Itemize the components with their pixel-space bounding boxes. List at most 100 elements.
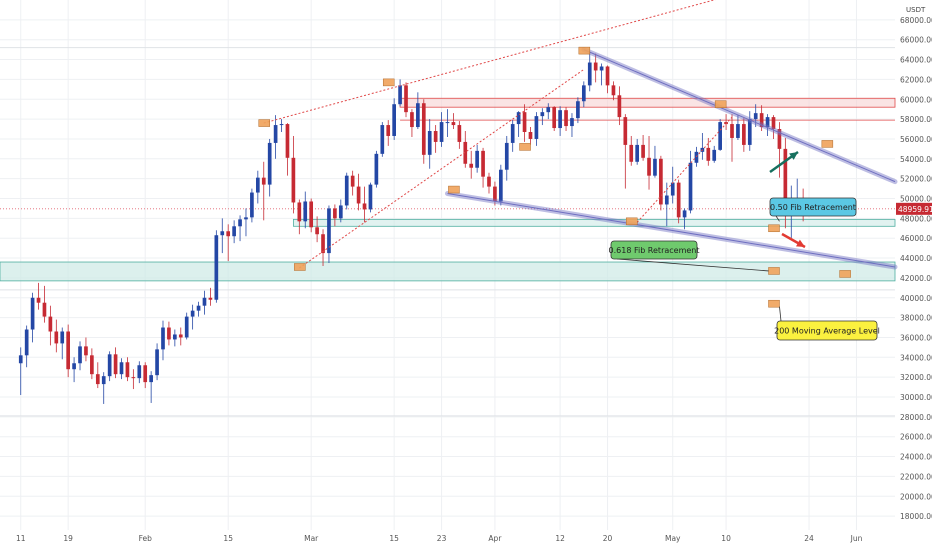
green-arrow [769,150,799,174]
candle-body [439,122,444,142]
candle [155,343,159,381]
candle-body [167,327,171,340]
candle [149,371,153,403]
x-tick-label: 15 [223,534,233,543]
candle [297,199,302,235]
candle [682,208,687,230]
candle-body [60,331,65,344]
candle [184,312,189,340]
candle [84,337,88,362]
candle [653,145,657,178]
y-tick-label: 40000.00 [900,294,932,303]
candle [469,150,474,179]
y-tick-label: 34000.00 [900,353,932,362]
candle [765,114,770,136]
candle-body [184,316,189,338]
pivot-marker [839,270,851,278]
candle [344,172,349,210]
candle [214,230,219,303]
y-tick-label: 36000.00 [900,333,932,342]
candle [178,327,183,346]
y-tick-label: 56000.00 [900,135,932,144]
candle-body [309,201,314,228]
candle [196,301,201,317]
candle [362,186,367,223]
label-fib-618: 0.618 Fib Retracement [609,240,769,272]
candle [504,135,509,181]
pivot-marker [294,263,306,271]
pivot-marker [768,224,780,233]
candle-body [362,203,367,210]
candle-body [202,297,207,306]
candle-body [137,365,142,379]
candle-body [220,231,225,236]
x-tick-label: 19 [63,534,73,543]
drawings [258,0,898,308]
candle [546,103,551,120]
candle-body [777,129,782,149]
candle [641,134,645,161]
candle-body [131,377,136,379]
candle-body [36,297,41,303]
candle [617,86,622,126]
candle-body [718,122,722,150]
candle-body [694,151,699,163]
candle [250,188,254,223]
candle-body [238,219,242,227]
candle [291,135,296,214]
candle-body [107,354,112,377]
candle [356,173,361,211]
candle [226,224,231,262]
trendline-recent [636,116,733,223]
y-tick-label: 20000.00 [900,492,932,501]
candle [24,325,29,368]
candle [202,290,207,315]
x-tick-label: 15 [389,534,399,543]
candle [736,115,740,140]
candles [18,51,805,404]
candle-body [629,144,634,162]
candle [611,81,616,101]
candle-body [688,162,693,211]
candle [777,122,782,178]
zones [0,97,896,282]
candle-body [528,132,533,139]
candle-body [327,208,331,254]
candle [664,182,669,227]
candle [427,119,432,169]
candle-body [611,85,616,96]
axes: 18000.00 20000.00 22000.00 24000.00 26000.00… [16,16,932,543]
y-tick-label: 24000.00 [900,453,932,462]
candle [753,104,758,128]
candle-body [374,153,379,185]
candle [629,135,634,166]
candle [190,304,195,330]
channel-upper-core [583,49,896,183]
candle-body [469,163,474,168]
candle [599,63,604,86]
candle-body [481,150,485,177]
candle-body [255,177,260,193]
candle-body [463,141,468,164]
candle-body [605,66,610,86]
candle [350,170,355,196]
candle [552,106,557,132]
candle-body [119,362,124,375]
x-tick-label: 10 [721,534,731,543]
candle-body [410,112,414,128]
y-tick-label: 54000.00 [900,155,932,164]
candle-body [155,349,159,376]
candle [42,285,47,323]
candle-body [552,107,557,129]
candle-body [232,226,236,237]
candle [439,112,444,147]
candle-body [356,186,361,204]
x-tick-label: Mar [304,534,319,543]
candle-body [564,110,568,127]
candle [101,372,106,404]
candle [119,358,124,380]
candle [125,357,130,382]
candle [66,324,70,378]
candle-body [344,175,349,206]
